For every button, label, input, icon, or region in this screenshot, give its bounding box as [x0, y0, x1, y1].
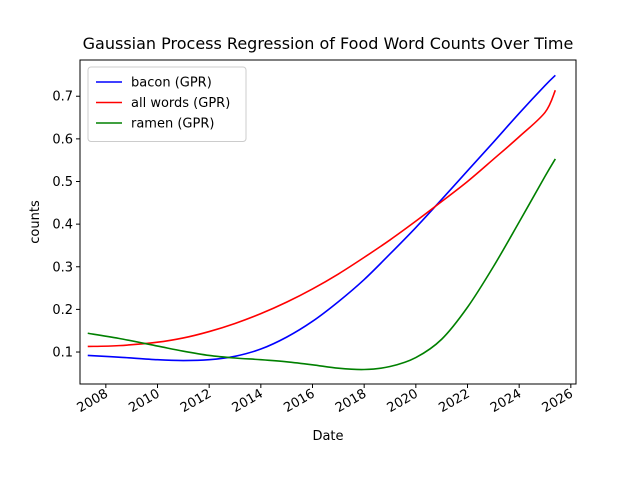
x-tick-label: 2008 [75, 386, 111, 416]
x-tick-label: 2012 [178, 386, 214, 416]
x-tick-label: 2020 [385, 386, 421, 416]
y-tick-label: 0.4 [52, 218, 73, 233]
x-tick-label: 2018 [333, 386, 369, 416]
legend-label: all words (GPR) [131, 96, 230, 111]
x-axis: 2008 2010 2012 2014 2016 2018 2020 2022 2024 2026 [75, 384, 576, 416]
legend-label: ramen (GPR) [131, 117, 214, 132]
y-tick-label: 0.6 [52, 132, 73, 147]
y-tick-label: 0.3 [52, 260, 73, 275]
x-tick-label: 2024 [488, 386, 524, 416]
y-tick-label: 0.7 [52, 90, 73, 105]
series-line-0 [87, 74, 556, 362]
x-tick-label: 2014 [230, 386, 266, 416]
legend: bacon (GPR) all words (GPR) ramen (GPR) [87, 66, 247, 142]
legend-box [87, 66, 247, 142]
x-tick-label: 2016 [281, 386, 317, 416]
y-tick-label: 0.1 [52, 346, 73, 361]
x-axis-title: Date [312, 429, 343, 444]
chart-title: Gaussian Process Regression of Food Word… [83, 34, 574, 53]
series-line-1 [87, 89, 557, 348]
axes-frame [79, 59, 577, 385]
series-line-2 [87, 158, 557, 371]
y-tick-label: 0.2 [52, 303, 73, 318]
y-axis: 0.1 0.2 0.3 0.4 0.5 0.6 0.7 [52, 90, 80, 361]
x-tick-label: 2010 [126, 386, 162, 416]
y-axis-title: counts [28, 200, 43, 244]
series-layer [87, 74, 557, 371]
legend-label: bacon (GPR) [131, 76, 212, 91]
x-tick-label: 2026 [540, 386, 576, 416]
x-tick-label: 2022 [436, 386, 472, 416]
y-tick-label: 0.5 [52, 175, 73, 190]
